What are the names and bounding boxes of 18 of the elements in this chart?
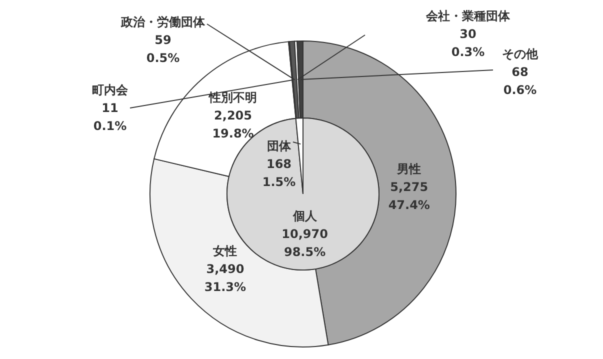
slice-label: 団体 [267,139,292,153]
data-label: 5,275 47.4% [388,180,430,212]
data-label: 11 0.1% [93,101,127,133]
data-label: 3,490 31.3% [204,262,246,294]
slice-label: 政治・労働団体 [120,15,206,29]
data-label: 68 0.6% [503,65,537,97]
data-label: 2,205 19.8% [212,108,254,141]
data-label: 10,970 98.5% [282,226,328,259]
data-label: 59 0.5% [146,33,180,65]
slice-label: 男性 [396,162,422,176]
data-label: 30 0.3% [451,27,485,59]
slice-label: 女性 [212,244,238,258]
slice-label: その他 [502,47,539,61]
slice-label: 性別不明 [208,90,258,105]
slice-label: 個人 [292,208,318,223]
data-label: 168 1.5% [262,157,296,189]
slice-label: 町内会 [92,83,129,97]
slice-label: 会社・業種団体 [425,9,511,23]
